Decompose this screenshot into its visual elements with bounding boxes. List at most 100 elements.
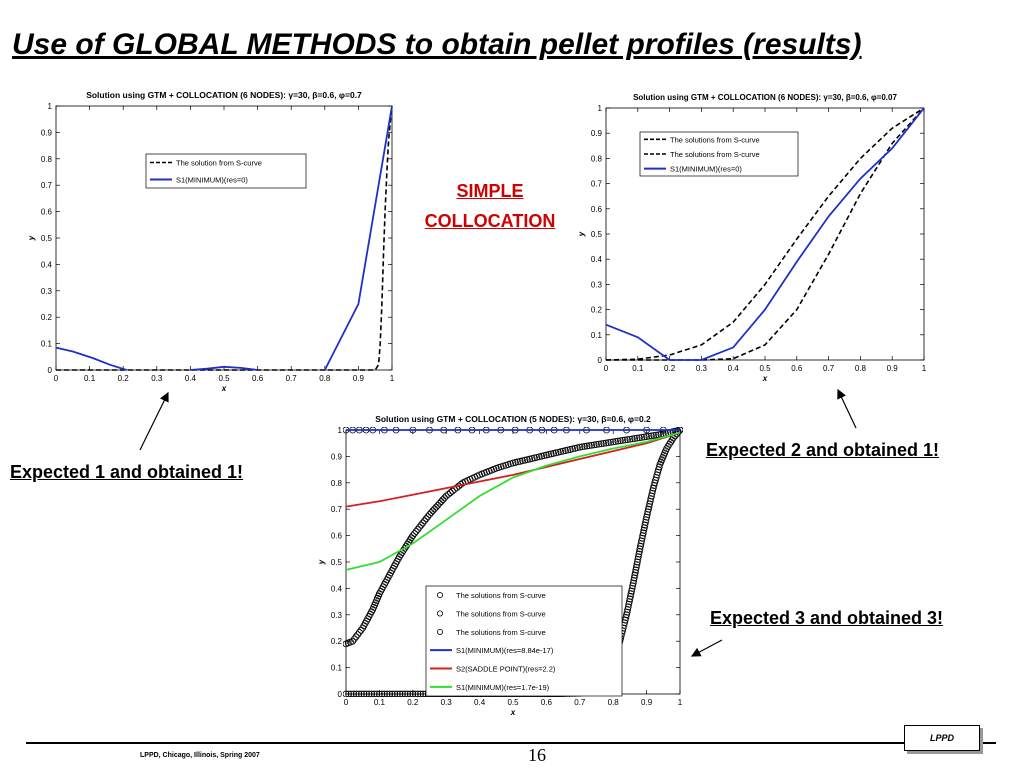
series-1-marker [550,449,557,457]
series-2-marker [411,690,419,697]
series-1-marker [412,527,420,535]
y-axis-label: y [317,559,326,565]
x-tick-label: 0.8 [855,364,867,373]
series-2-marker [343,690,350,697]
series-1-marker [578,443,586,451]
series-1-marker [621,436,629,444]
y-tick-label: 1 [48,102,53,111]
series-1-marker [441,494,448,502]
x-tick-label: 0 [54,374,59,383]
series-2-marker [358,690,365,697]
legend-box [639,131,799,177]
series-2-marker [350,690,358,697]
y-tick-label: 0.2 [41,313,53,322]
series-2-marker [625,600,633,608]
series-1-marker [574,444,581,452]
series-2-marker [409,690,417,697]
series-1-marker [350,635,358,643]
series-2-marker [655,466,662,473]
legend-box [425,585,623,697]
x-tick-label: 1 [678,698,683,707]
series-1-marker [607,438,615,446]
series-2-marker [396,690,404,697]
series-2-marker [645,503,653,510]
y-tick-label: 0.9 [41,128,53,137]
series-2-marker [652,474,660,481]
y-tick-label: 0.8 [591,154,603,163]
y-tick-label: 0.4 [331,584,343,593]
series-1-marker [424,513,432,520]
series-1-marker [354,631,362,639]
legend-marker [436,592,443,599]
series-2-marker [628,584,636,592]
series-1-marker [449,487,456,495]
series-1-marker [349,637,357,645]
series-1-marker [444,490,452,498]
series-1-marker [411,530,418,537]
series-2-marker [638,537,645,545]
series-2-marker [629,582,637,590]
legend-entry: S1(MINIMUM)(res=0) [670,165,742,174]
series-1-marker [542,451,550,459]
y-tick-label: 0.4 [41,260,53,269]
series-1-marker [628,435,636,443]
chart-2-plot: Solution using GTM + COLLOCATION (6 NODE… [578,88,938,390]
series-1-marker [442,492,450,500]
series-2-marker [637,540,645,547]
series-2-marker [417,690,424,697]
series-2-marker [345,690,352,697]
series-0-line [605,107,925,361]
x-axis-label: x [510,708,516,717]
series-2-marker [391,690,399,697]
legend-entry: The solutions from S-curve [456,591,546,600]
arrow-right-bottom [690,639,723,657]
series-1-marker [645,432,653,440]
series-1-marker [416,523,423,531]
chart-1-plot: Solution using GTM + COLLOCATION (6 NODE… [20,86,410,404]
series-1-marker [631,435,639,442]
y-tick-label: 0.1 [331,664,343,673]
series-1-marker [605,439,612,447]
series-2-marker [674,428,682,436]
series-2-marker [632,566,640,574]
series-1-marker [559,447,567,455]
series-1-marker [576,443,584,451]
series-2-marker [355,690,363,697]
series-2-marker [383,690,391,697]
series-1-marker [571,444,579,452]
series-2-marker [626,595,634,603]
series-1-marker [446,489,454,497]
series-2-marker [648,489,656,497]
series-2-marker [393,690,401,697]
series-2-marker [636,548,643,555]
x-tick-label: 0.7 [574,698,586,707]
series-1-marker [552,449,560,457]
series-2-marker [634,555,642,563]
series-1-marker [417,521,425,529]
series-1-marker [624,436,631,444]
series-2-marker [627,590,635,598]
legend-marker [436,628,443,635]
series-1-marker [414,525,422,533]
series-2-marker [636,545,644,553]
x-tick-label: 0.2 [118,374,130,383]
series-2-marker [630,574,638,582]
y-tick-label: 0.3 [41,287,53,296]
legend-entry: The solutions from S-curve [670,135,760,144]
page-number: 16 [528,745,546,765]
x-tick-label: 0.6 [791,364,803,373]
series-2-marker [649,487,657,495]
y-tick-label: 0 [48,366,53,375]
series-1-marker [652,431,660,439]
series-1-marker [437,498,445,505]
series-2-marker [633,558,641,566]
series-2-marker [378,690,386,697]
legend-entry: The solutions from S-curve [456,610,546,619]
x-tick-label: 0.5 [218,374,230,383]
series-1-marker [647,432,655,440]
lppd-logo: LPPD [904,725,980,751]
y-tick-label: 0.8 [41,155,53,164]
series-1-marker [523,456,531,464]
series-1-marker [533,453,541,461]
x-tick-label: 1 [390,374,395,383]
